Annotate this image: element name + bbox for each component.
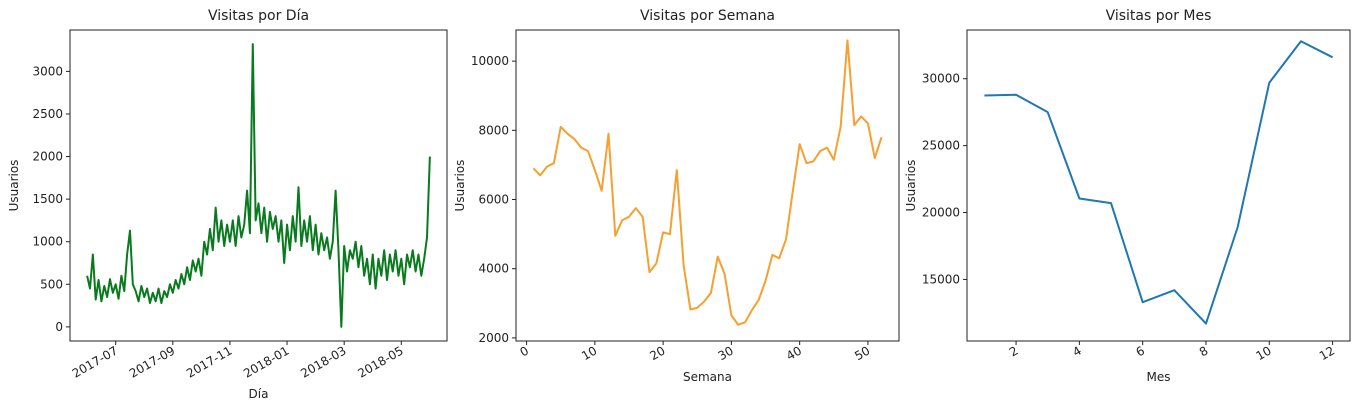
y-tick-label: 4000: [478, 262, 509, 276]
y-axis-label: Usuarios: [904, 160, 918, 212]
y-tick-label: 15000: [922, 272, 960, 286]
x-tick-label: 30: [716, 343, 736, 363]
plot-frame: [69, 29, 448, 342]
data-line: [532, 39, 883, 326]
y-axis-label: Usuarios: [7, 160, 21, 212]
x-tick-label: 4: [1070, 343, 1084, 359]
x-tick-label: 12: [1317, 343, 1337, 363]
x-axis-label: Día: [249, 387, 269, 401]
y-tick-label: 3000: [32, 64, 63, 78]
y-tick-label: 2000: [478, 331, 509, 345]
subplot-title: Visitas por Mes: [1106, 8, 1212, 24]
x-tick-label: 40: [784, 343, 804, 363]
y-tick-label: 1000: [32, 235, 63, 249]
data-line: [86, 43, 431, 328]
data-line: [984, 40, 1334, 325]
y-tick-label: 25000: [922, 139, 960, 153]
subplot-title: Visitas por Día: [208, 8, 309, 24]
x-tick-label: 2018-01: [241, 343, 291, 380]
y-axis-label: Usuarios: [453, 160, 467, 212]
subplot: Visitas por Día 0 500 1000 1500 2000 2500 3000 2…: [7, 8, 448, 401]
x-tick-label: 8: [1197, 343, 1211, 359]
plot-frame: [966, 29, 1351, 342]
y-tick-label: 2500: [32, 107, 63, 121]
y-tick-label: 10000: [471, 54, 509, 68]
x-tick-label: 2: [1007, 343, 1021, 359]
subplot-title: Visitas por Semana: [640, 8, 775, 24]
plot-frame: [515, 29, 900, 342]
x-tick-label: 2017-07: [70, 343, 120, 380]
x-tick-label: 10: [1254, 343, 1274, 363]
y-tick-label: 2000: [32, 150, 63, 164]
x-tick-label: 10: [579, 343, 599, 363]
y-tick-label: 20000: [922, 206, 960, 220]
y-tick-label: 30000: [922, 72, 960, 86]
y-tick-label: 500: [40, 277, 63, 291]
subplot: Visitas por Mes 15000 20000 25000 30000 2 4 6 8 1…: [904, 8, 1351, 384]
x-tick-label: 2017-11: [184, 343, 234, 380]
x-tick-label: 20: [647, 343, 667, 363]
x-axis-label: Semana: [683, 370, 732, 384]
x-tick-label: 2018-05: [355, 343, 405, 380]
x-tick-label: 2017-09: [127, 343, 177, 380]
y-tick-label: 8000: [478, 123, 509, 137]
y-tick-label: 0: [55, 320, 63, 334]
y-tick-label: 1500: [32, 192, 63, 206]
x-tick-label: 6: [1134, 343, 1148, 359]
x-tick-label: 2018-03: [298, 343, 348, 380]
y-tick-label: 6000: [478, 193, 509, 207]
x-axis-label: Mes: [1147, 370, 1171, 384]
x-tick-label: 50: [852, 343, 872, 363]
subplot: Visitas por Semana 2000 4000 6000 8000 10000 0…: [453, 8, 900, 384]
x-tick-label: 0: [517, 343, 531, 359]
